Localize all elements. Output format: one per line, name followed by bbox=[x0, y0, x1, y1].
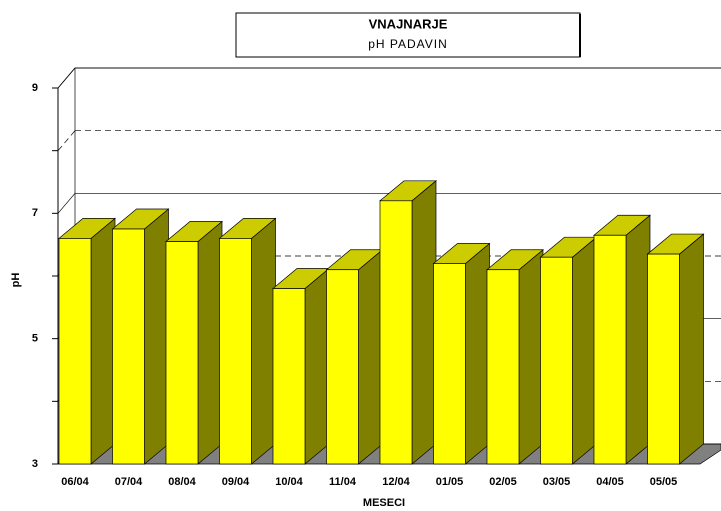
chart-title: VNAJNARJE bbox=[369, 16, 448, 31]
y-axis-label: pH bbox=[10, 273, 22, 288]
grid-line bbox=[57, 67, 76, 89]
bar-side bbox=[625, 214, 651, 465]
bar bbox=[219, 238, 252, 465]
bar bbox=[647, 253, 680, 465]
bar-side bbox=[465, 242, 490, 465]
bar-side bbox=[90, 217, 116, 465]
bar-side bbox=[144, 208, 169, 465]
bar bbox=[486, 269, 520, 465]
x-tick-label: 08/04 bbox=[168, 476, 196, 488]
bar bbox=[326, 269, 359, 465]
bar-side bbox=[304, 267, 330, 465]
y-tick-label: 5 bbox=[32, 333, 38, 345]
bar bbox=[272, 288, 306, 465]
bar bbox=[112, 228, 145, 465]
x-tick-label: 04/05 bbox=[596, 476, 624, 488]
x-tick-label: 03/05 bbox=[543, 476, 571, 488]
chart-subtitle: pH PADAVIN bbox=[368, 37, 448, 51]
bar-side bbox=[679, 233, 704, 465]
title-box bbox=[235, 12, 581, 58]
x-tick-label: 09/04 bbox=[222, 476, 250, 488]
minor-grid-line bbox=[57, 130, 76, 151]
bar bbox=[433, 263, 466, 465]
x-tick-label: 12/04 bbox=[382, 476, 410, 488]
y-tick-label: 3 bbox=[32, 458, 38, 470]
x-tick-label: 01/05 bbox=[436, 476, 464, 488]
x-tick-label: 02/05 bbox=[489, 476, 517, 488]
bar-side bbox=[251, 217, 276, 465]
x-tick-label: 07/04 bbox=[115, 476, 143, 488]
bar bbox=[379, 200, 413, 465]
y-tick-label: 7 bbox=[32, 207, 38, 219]
bar-side bbox=[572, 236, 597, 465]
x-tick-label: 11/04 bbox=[329, 476, 357, 488]
bar-side bbox=[518, 248, 544, 465]
x-axis-label: MESECI bbox=[363, 497, 405, 509]
bar bbox=[165, 241, 199, 465]
y-tick-label: 9 bbox=[32, 82, 38, 94]
bar bbox=[540, 256, 573, 465]
bar-side bbox=[358, 248, 383, 465]
x-tick-label: 05/05 bbox=[650, 476, 678, 488]
bar-side bbox=[197, 220, 223, 465]
bar-side bbox=[411, 180, 437, 465]
x-tick-label: 10/04 bbox=[275, 476, 303, 488]
bar bbox=[58, 238, 92, 465]
x-tick-label: 06/04 bbox=[61, 476, 89, 488]
grid-line bbox=[57, 193, 76, 214]
bar bbox=[593, 234, 627, 465]
